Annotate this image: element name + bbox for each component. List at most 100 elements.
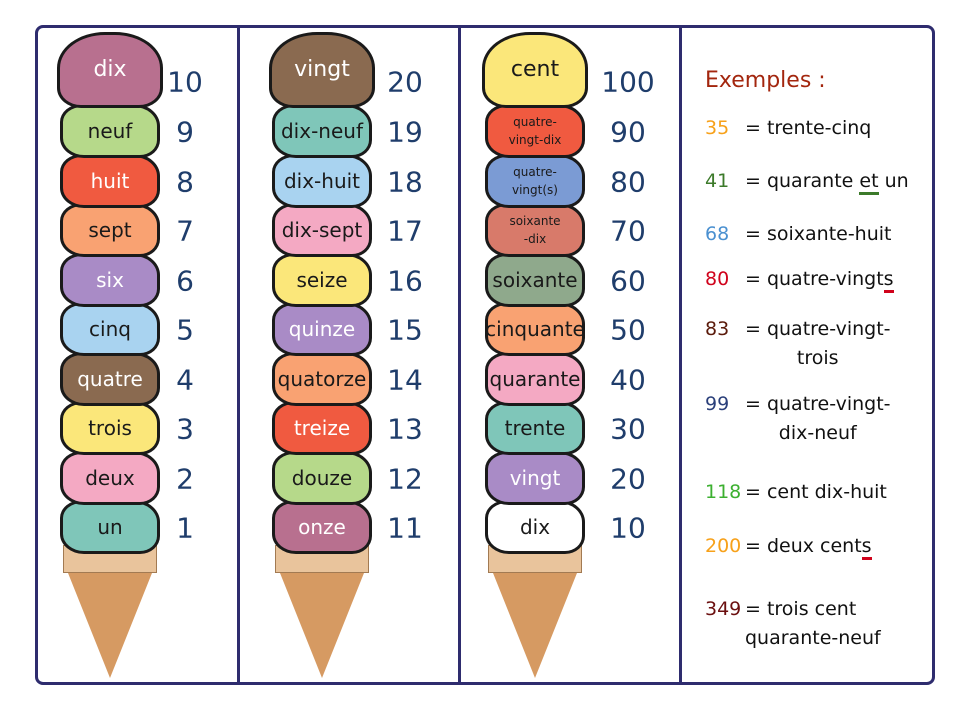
scoop-number: 30 bbox=[610, 412, 646, 446]
ice-cream-scoop: cent bbox=[482, 32, 588, 108]
example-text: = trois cent bbox=[745, 598, 857, 620]
scoop-label: neuf bbox=[87, 119, 133, 143]
ice-cream-scoop: dix-sept bbox=[272, 203, 372, 257]
example-text: = quatre-vingt- bbox=[745, 318, 891, 340]
scoop-label: onze bbox=[298, 515, 346, 539]
scoop-label: seize bbox=[296, 267, 348, 292]
scoop-label: quatre bbox=[77, 366, 143, 391]
scoop-number: 8 bbox=[176, 165, 194, 198]
ice-cream-scoop: quarante bbox=[485, 351, 585, 406]
scoop-number: 19 bbox=[387, 115, 423, 149]
ice-cream-scoop: un bbox=[60, 500, 160, 554]
ice-cream-scoop: neuf bbox=[60, 104, 160, 158]
ice-cream-scoop: trente bbox=[485, 401, 585, 455]
column-divider bbox=[679, 25, 682, 685]
ice-cream-scoop: soixante -dix bbox=[485, 203, 585, 257]
ice-cream-scoop: quatre- vingt(s) bbox=[485, 153, 585, 208]
cone-icon bbox=[68, 573, 152, 678]
examples-title: Exemples : bbox=[705, 68, 826, 93]
scoop-label: deux bbox=[85, 465, 135, 490]
scoop-label: dix-neuf bbox=[280, 119, 363, 143]
example-text: = soixante-huit bbox=[745, 223, 892, 245]
scoop-number: 20 bbox=[387, 65, 423, 99]
example-row: 349 = trois cent quarante-neuf bbox=[705, 595, 881, 654]
scoop-label: quinze bbox=[288, 317, 356, 341]
example-text: = deux cent bbox=[745, 535, 862, 557]
ice-cream-scoop: cinquante bbox=[485, 302, 585, 356]
ice-cream-scoop: dix-neuf bbox=[272, 104, 372, 158]
scoop-label: quarante bbox=[489, 366, 581, 391]
scoop-label: douze bbox=[291, 465, 353, 490]
scoop-number: 90 bbox=[610, 115, 646, 149]
example-number: 118 bbox=[705, 481, 742, 503]
ice-cream-scoop: vingt bbox=[269, 32, 375, 108]
example-text: = trente-cinq bbox=[745, 117, 872, 139]
scoop-label: treize bbox=[293, 416, 351, 440]
example-number: 35 bbox=[705, 117, 730, 139]
example-underlined: s bbox=[861, 535, 872, 560]
ice-cream-scoop: quatorze bbox=[272, 351, 372, 406]
scoop-label: sept bbox=[88, 218, 132, 242]
example-underlined: s bbox=[883, 268, 894, 293]
scoop-label: cinquante bbox=[485, 317, 585, 341]
example-text-line2: trois bbox=[796, 347, 839, 370]
scoop-number: 17 bbox=[387, 214, 423, 248]
scoop-label: dix-huit bbox=[283, 168, 361, 193]
example-row: 83 = quatre-vingt-trois bbox=[705, 315, 891, 374]
scoop-label: quatre- vingt-dix bbox=[508, 115, 562, 147]
cone-icon bbox=[493, 573, 577, 678]
example-number: 80 bbox=[705, 268, 730, 290]
example-text-end: un bbox=[878, 170, 909, 192]
scoop-number: 11 bbox=[387, 511, 423, 545]
example-underlined: et bbox=[859, 170, 879, 195]
scoop-label: dix bbox=[93, 57, 127, 82]
scoop-number: 60 bbox=[610, 264, 646, 297]
ice-cream-scoop: dix bbox=[57, 32, 163, 108]
scoop-number: 1 bbox=[176, 511, 194, 545]
ice-cream-scoop: soixante bbox=[485, 252, 585, 307]
scoop-number: 80 bbox=[610, 165, 646, 198]
scoop-label: soixante -dix bbox=[509, 214, 561, 246]
example-number: 68 bbox=[705, 223, 730, 245]
scoop-label: quatre- vingt(s) bbox=[512, 164, 558, 197]
scoop-number: 20 bbox=[610, 462, 646, 495]
chart-frame bbox=[35, 25, 935, 685]
scoop-label: dix bbox=[519, 515, 551, 539]
scoop-label: trois bbox=[88, 416, 132, 440]
scoop-number: 100 bbox=[601, 65, 655, 99]
scoop-number: 10 bbox=[610, 511, 646, 545]
ice-cream-scoop: quatre- vingt-dix bbox=[485, 104, 585, 158]
scoop-number: 13 bbox=[387, 412, 423, 446]
example-row: 200 = deux cents bbox=[705, 532, 872, 561]
ice-cream-scoop: quatre bbox=[60, 351, 160, 406]
scoop-label: soixante bbox=[492, 267, 578, 292]
ice-cream-scoop: six bbox=[60, 252, 160, 307]
column-divider bbox=[458, 25, 461, 685]
ice-cream-scoop: trois bbox=[60, 401, 160, 455]
scoop-number: 5 bbox=[176, 313, 194, 347]
example-row: 35 = trente-cinq bbox=[705, 114, 871, 143]
example-row: 68 = soixante-huit bbox=[705, 220, 892, 249]
ice-cream-scoop: douze bbox=[272, 450, 372, 505]
ice-cream-scoop: seize bbox=[272, 252, 372, 307]
example-text-line2: dix-neuf bbox=[778, 422, 857, 445]
ice-cream-scoop: dix-huit bbox=[272, 153, 372, 208]
ice-cream-scoop: onze bbox=[272, 500, 372, 554]
scoop-number: 70 bbox=[610, 214, 646, 248]
scoop-number: 10 bbox=[167, 65, 203, 99]
scoop-number: 16 bbox=[387, 264, 423, 297]
ice-cream-scoop: huit bbox=[60, 153, 160, 208]
scoop-number: 15 bbox=[387, 313, 423, 347]
scoop-number: 50 bbox=[610, 313, 646, 347]
scoop-label: trente bbox=[504, 416, 566, 440]
scoop-number: 40 bbox=[610, 363, 646, 396]
ice-cream-scoop: vingt bbox=[485, 450, 585, 505]
example-text: = quatre-vingt bbox=[745, 268, 884, 290]
scoop-label: cent bbox=[510, 57, 560, 82]
scoop-number: 18 bbox=[387, 165, 423, 198]
scoop-number: 12 bbox=[387, 462, 423, 495]
ice-cream-scoop: sept bbox=[60, 203, 160, 257]
example-row: 99 = quatre-vingt-dix-neuf bbox=[705, 390, 891, 449]
example-number: 200 bbox=[705, 535, 742, 557]
ice-cream-scoop: treize bbox=[272, 401, 372, 455]
